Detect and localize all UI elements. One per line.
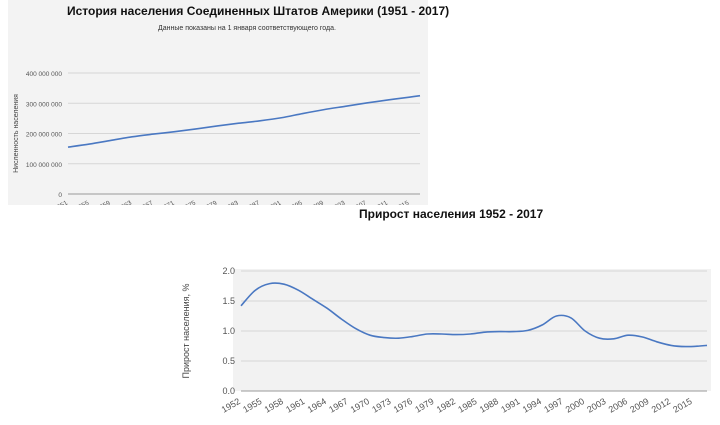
y-tick-label: 400 000 000 (26, 71, 63, 78)
x-tick-label: 1951 (53, 199, 69, 205)
x-tick-label: 2015 (671, 396, 693, 415)
x-tick-label: 1991 (499, 396, 521, 415)
x-tick-label: 1985 (456, 396, 478, 415)
y-axis-title: Прирост населения, % (181, 284, 191, 379)
x-tick-label: 1958 (263, 396, 285, 415)
y-tick-label: 200 000 000 (26, 132, 63, 139)
x-tick-label: 1995 (288, 199, 304, 205)
data-series-line (67, 94, 421, 148)
x-tick-label: 1955 (241, 396, 263, 415)
x-tick-label: 1979 (202, 199, 218, 205)
x-tick-label: 1994 (521, 396, 543, 415)
x-tick-label: 1987 (245, 199, 261, 205)
x-tick-label: 1988 (478, 396, 500, 415)
x-tick-label: 1967 (327, 396, 349, 415)
x-tick-label: 1961 (284, 396, 306, 415)
x-tick-label: 1991 (266, 199, 282, 205)
y-tick-label: 0.5 (222, 356, 235, 366)
population-growth-chart: Прирост населения 1952 - 2017 0.0 0.5 1.0 1… (161, 207, 720, 425)
chart-title: Прирост населения 1952 - 2017 (359, 207, 544, 221)
x-tick-label: 2011 (373, 199, 389, 205)
population-history-plot: 0 100 000 000 200 000 000 300 000 000 400 00… (13, 71, 421, 205)
x-tick-label: 1971 (160, 199, 176, 205)
y-axis-title: Нисленность населения (13, 94, 20, 173)
plot-area-background (233, 269, 711, 391)
x-tick-label: 2000 (564, 396, 586, 415)
x-tick-label: 1955 (74, 199, 90, 205)
y-tick-label: 0 (58, 192, 62, 199)
x-tick-label: 1952 (220, 396, 242, 415)
x-tick-label: 1979 (413, 396, 435, 415)
x-tick-label: 1983 (224, 199, 240, 205)
y-tick-label: 100 000 000 (26, 162, 63, 169)
x-tick-label: 1999 (309, 199, 325, 205)
x-tick-label: 1997 (542, 396, 564, 415)
x-tick-label: 2009 (628, 396, 650, 415)
x-tick-label: 1973 (370, 396, 392, 415)
x-tick-label: 2003 (585, 396, 607, 415)
x-tick-label: 2015 (394, 199, 410, 205)
chart-title: История населения Соединенных Штатов Аме… (67, 4, 450, 18)
x-tick-label: 1967 (138, 199, 154, 205)
x-tick-label: 1959 (96, 199, 112, 205)
x-tick-label: 1963 (117, 199, 133, 205)
y-tick-label: 2.0 (222, 266, 235, 276)
population-history-chart: История населения Соединенных Штатов Аме… (8, 0, 449, 205)
x-tick-label: 1982 (435, 396, 457, 415)
x-tick-label: 2006 (607, 396, 629, 415)
x-tick-label: 1964 (306, 396, 328, 415)
x-tick-label: 2007 (352, 199, 368, 205)
y-tick-label: 1.0 (222, 326, 235, 336)
y-tick-label: 0.0 (222, 386, 235, 396)
data-series-line (240, 282, 708, 348)
x-tick-label: 1976 (392, 396, 414, 415)
x-tick-label: 2003 (330, 199, 346, 205)
y-tick-label: 300 000 000 (26, 101, 63, 108)
x-tick-label: 1970 (349, 396, 371, 415)
chart-subtitle: Данные показаны на 1 января соответствую… (158, 25, 336, 32)
y-tick-label: 1.5 (222, 296, 235, 306)
x-tick-label: 2012 (650, 396, 672, 415)
x-tick-label: 1975 (181, 199, 197, 205)
